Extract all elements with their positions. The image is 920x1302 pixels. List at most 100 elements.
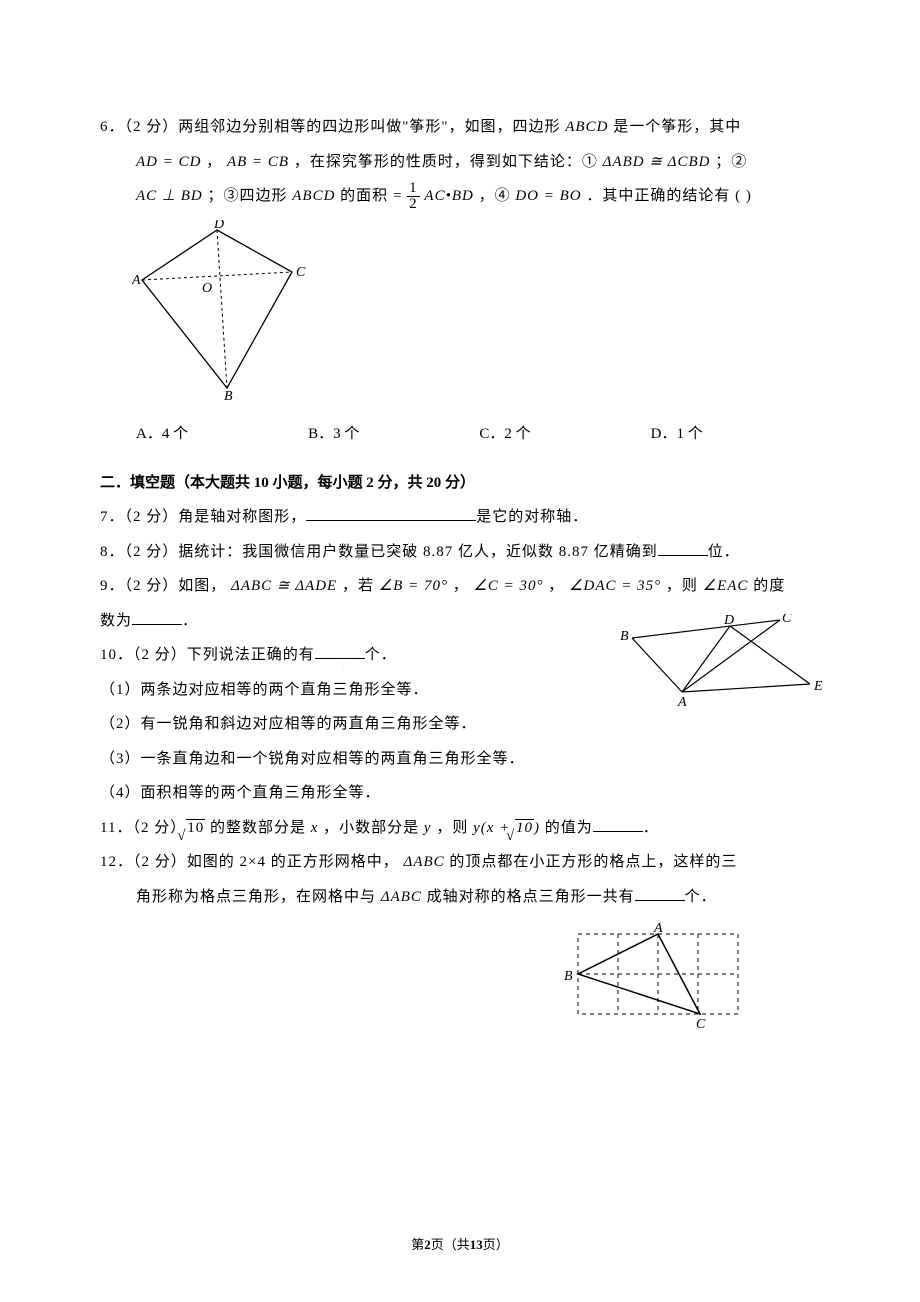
q11-expr: y(x + 10√) [473, 820, 540, 836]
q12-line2a: 角形称为格点三角形，在网格中与 [136, 889, 381, 905]
q9-angDAC: ∠DAC = 35° [569, 578, 661, 594]
q6-abcb: AB = CB [227, 154, 289, 170]
q10-blank [315, 642, 365, 660]
q10-number: 10．（2 分） [100, 647, 187, 663]
q9-text-d: 的度 [748, 578, 785, 594]
footer-suffix: 页） [483, 1237, 509, 1252]
kite-label-B: B [224, 389, 233, 400]
q6-fraction: 12 [407, 181, 420, 212]
kite-label-O: O [202, 281, 212, 296]
q6-option-c: C．2 个 [479, 417, 530, 452]
q11-text-a: 的整数部分是 [205, 820, 311, 836]
q9-blank [132, 607, 182, 625]
q6-kite-diagram: A D C B O [132, 220, 820, 414]
kite-svg: A D C B O [132, 220, 312, 400]
q12-label-C: C [696, 1017, 706, 1030]
q8-line: 8．（2 分）据统计：我国微信用户数量已突破 8.87 亿人，近似数 8.87 … [100, 535, 820, 570]
q6-frac-num: 1 [407, 181, 420, 197]
q9-period: ． [182, 613, 198, 629]
footer-mid: 页（共 [431, 1237, 470, 1252]
q6-dobo: DO = BO [515, 188, 581, 204]
q10-s4: （4）面积相等的两个直角三角形全等． [100, 776, 820, 811]
q9-c1: ， [448, 578, 474, 594]
q9-label-A: A [677, 695, 687, 706]
q12-label-A: A [653, 921, 663, 936]
q9-text-c: ，则 [661, 578, 703, 594]
q6-number: 6．（2 分） [100, 119, 178, 135]
watermark-dot: :: [342, 654, 348, 677]
q6-c1: ， [201, 154, 227, 170]
q6-line1: 6．（2 分）两组邻边分别相等的四边形叫做"筝形"，如图，四边形 ABCD 是一… [100, 110, 820, 145]
q9-text-b: ，若 [337, 578, 379, 594]
q12-tri: ΔABC [404, 854, 445, 870]
q6-c3: ，④ [474, 188, 516, 204]
q6-option-d: D．1 个 [651, 417, 703, 452]
q9-label-B: B [620, 629, 629, 644]
q6-concl1: ΔABD ≅ ΔCBD [603, 154, 711, 170]
q11-period: ． [643, 820, 659, 836]
q9-line1: 9．（2 分）如图， ΔABC ≅ ΔADE ，若 ∠B = 70° ， ∠C … [100, 569, 820, 604]
q9-number: 9．（2 分） [100, 578, 178, 594]
q6-eq: = [393, 188, 402, 204]
q6-sc2: ；③四边形 [203, 188, 293, 204]
q6-text-3b: 的面积 [335, 188, 393, 204]
q9-label-D: D [723, 614, 734, 628]
q6-text-1a: 两组邻边分别相等的四边形叫做"筝形"，如图，四边形 [178, 119, 565, 135]
q11-number: 11．（2 分） [100, 820, 186, 836]
footer-prefix: 第 [411, 1237, 424, 1252]
section-2-title: 二．填空题（本大题共 10 小题，每小题 2 分，共 20 分） [100, 466, 820, 501]
q11-text-b: ，小数部分是 [318, 820, 424, 836]
q12-line2: 角形称为格点三角形，在网格中与 ΔABC 成轴对称的格点三角形一共有个． [100, 880, 820, 915]
q12-dims: 2×4 [240, 854, 266, 870]
q7-text-a: 角是轴对称图形， [178, 509, 306, 525]
q12-text-b: 的正方形网格中， [266, 854, 404, 870]
q6-line3: AC ⊥ BD ；③四边形 ABCD 的面积 = 12 AC•BD ，④ DO … [100, 179, 820, 214]
q11-blank [593, 814, 643, 832]
q6-acbd: AC•BD [424, 188, 473, 204]
q11-text-c: ，则 [432, 820, 474, 836]
q6-acbd-perp: AC ⊥ BD [136, 188, 203, 204]
q11-sqrt10a: 10 [186, 819, 205, 836]
q6-options: A．4 个 B．3 个 C．2 个 D．1 个 [100, 417, 820, 452]
q12-line2c: 个． [685, 889, 717, 905]
q6-abcd: ABCD [565, 119, 608, 135]
q9-diagram: A B D C E [620, 614, 830, 720]
q7-text-b: 是它的对称轴． [476, 509, 588, 525]
q11-line: 11．（2 分）10√ 的整数部分是 x ，小数部分是 y ，则 y(x + 1… [100, 811, 820, 846]
q6-option-b: B．3 个 [308, 417, 359, 452]
q6-text-1b: 是一个筝形，其中 [608, 119, 741, 135]
q9-svg: A B D C E [620, 614, 830, 706]
q6-frac-den: 2 [407, 197, 420, 212]
q6-sc1: ；② [710, 154, 747, 170]
q6-option-a: A．4 个 [136, 417, 188, 452]
q6-line2: AD = CD ， AB = CB ，在探究筝形的性质时，得到如下结论：① ΔA… [100, 145, 820, 180]
q9-label-C: C [782, 614, 792, 626]
page-footer: 第2页（共13页） [0, 1230, 920, 1260]
q10-text-b: 个． [365, 647, 397, 663]
q9-angEAC: ∠EAC [703, 578, 749, 594]
q12-line1: 12．（2 分）如图的 2×4 的正方形网格中， ΔABC 的顶点都在小正方形的… [100, 845, 820, 880]
q9-line2a: 数为 [100, 613, 132, 629]
q12-svg: A B C [560, 920, 760, 1030]
q12-number: 12．（2 分） [100, 854, 187, 870]
q9-angB: ∠B = 70° [379, 578, 448, 594]
q6-text-3c: ．其中正确的结论有 ( ) [582, 188, 752, 204]
q10-text-a: 下列说法正确的有 [187, 647, 315, 663]
q6-adcd: AD = CD [136, 154, 201, 170]
q9-angC: ∠C = 30° [473, 578, 543, 594]
q11-y: y [424, 820, 432, 836]
q9-text-a: 如图， [178, 578, 231, 594]
footer-total: 13 [470, 1237, 483, 1252]
q8-text-b: 位． [708, 544, 740, 560]
q9-label-E: E [813, 679, 823, 694]
q12-line2b: 成轴对称的格点三角形一共有 [422, 889, 635, 905]
q10-s3: （3）一条直角边和一个锐角对应相等的两直角三角形全等． [100, 742, 820, 777]
q9-cong: ΔABC ≅ ΔADE [231, 578, 337, 594]
kite-label-C: C [296, 265, 306, 280]
q12-diagram: A B C [560, 920, 820, 1044]
q12-text-a: 如图的 [187, 854, 240, 870]
q12-blank [635, 883, 685, 901]
q7-line: 7．（2 分）角是轴对称图形，是它的对称轴． [100, 500, 820, 535]
q8-text-a: 据统计：我国微信用户数量已突破 8.87 亿人，近似数 8.87 亿精确到 [178, 544, 658, 560]
kite-label-A: A [132, 273, 141, 288]
